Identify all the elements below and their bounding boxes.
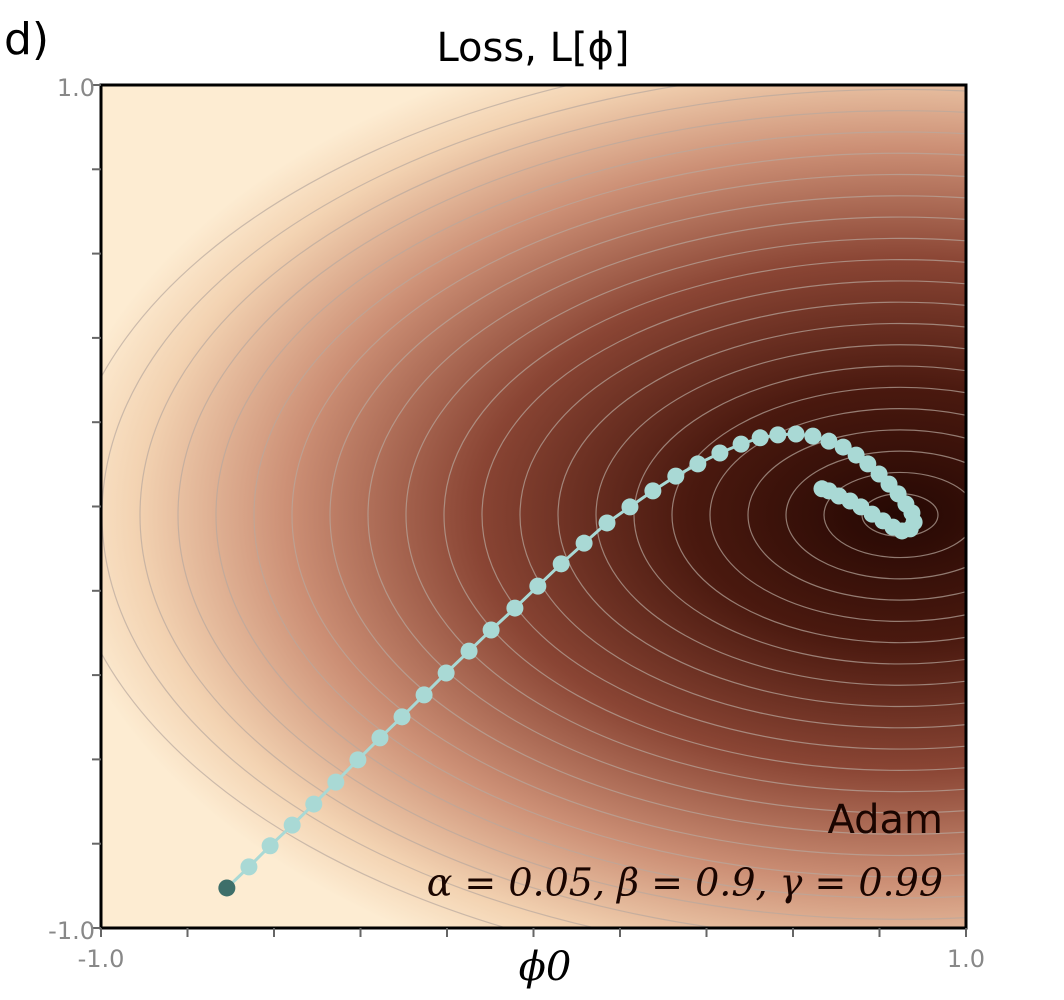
- trajectory-point: [283, 816, 301, 834]
- trajectory-point: [820, 432, 838, 450]
- trajectory-point: [813, 480, 831, 498]
- contour-line: [519, 301, 966, 729]
- contour-line: [177, 110, 966, 920]
- trajectory-point: [769, 426, 787, 444]
- contour-line: [823, 471, 966, 559]
- contour-line: [633, 365, 966, 665]
- contour-line: [215, 131, 966, 899]
- trajectory-point: [751, 429, 769, 447]
- contour-line: [481, 280, 966, 750]
- contour-line: [139, 88, 966, 928]
- trajectory-point: [834, 438, 852, 456]
- contour-line: [557, 322, 966, 708]
- trajectory-point: [460, 642, 478, 660]
- contour-line: [443, 259, 966, 771]
- trajectory-point: [393, 708, 411, 726]
- trajectory-point: [371, 729, 389, 747]
- contour-line: [329, 195, 966, 835]
- contour-line: [405, 237, 966, 793]
- trajectory-point: [437, 664, 455, 682]
- trajectory-point: [804, 427, 822, 445]
- y-tick-label: 1.0: [57, 74, 95, 102]
- trajectory-point: [847, 446, 865, 464]
- contour-line: [785, 450, 966, 580]
- trajectory-point: [859, 455, 877, 473]
- x-tick-label: -1.0: [78, 945, 125, 973]
- optimizer-label: Adam: [827, 797, 943, 843]
- trajectory-point: [644, 482, 662, 500]
- trajectory-point: [575, 534, 593, 552]
- start-point: [218, 879, 236, 897]
- y-tick-label: -1.0: [48, 917, 95, 945]
- contour-line: [595, 344, 966, 686]
- trajectory-point: [327, 773, 345, 791]
- trajectory-point: [787, 425, 805, 443]
- trajectory-point: [261, 837, 279, 855]
- trajectory-point: [689, 455, 707, 473]
- trajectory-point: [529, 577, 547, 595]
- contour-line: [367, 216, 966, 814]
- trajectory-point: [305, 795, 323, 813]
- panel-label: d): [4, 14, 49, 65]
- trajectory-point: [506, 599, 524, 617]
- chart-title: Loss, L[ϕ]: [436, 25, 629, 71]
- trajectory-point: [240, 858, 258, 876]
- trajectory-point: [482, 621, 500, 639]
- trajectory-point: [552, 555, 570, 573]
- contour-line: [747, 429, 966, 601]
- trajectory-point: [598, 514, 616, 532]
- trajectory-point: [667, 467, 685, 485]
- contour-line: [291, 174, 966, 856]
- x-axis-label: ϕ0: [519, 944, 572, 990]
- contour-line: [253, 152, 966, 878]
- trajectory-point: [621, 498, 639, 516]
- hyperparameters: α = 0.05, β = 0.9, γ = 0.99: [427, 861, 943, 905]
- contour-line: [671, 386, 966, 644]
- trajectory-point: [415, 686, 433, 704]
- loss-surface: [101, 85, 966, 928]
- trajectory-point: [732, 435, 750, 453]
- x-tick-label: 1.0: [947, 945, 985, 973]
- trajectory-point: [711, 444, 729, 462]
- contour-line: [709, 408, 966, 622]
- trajectory-point: [349, 751, 367, 769]
